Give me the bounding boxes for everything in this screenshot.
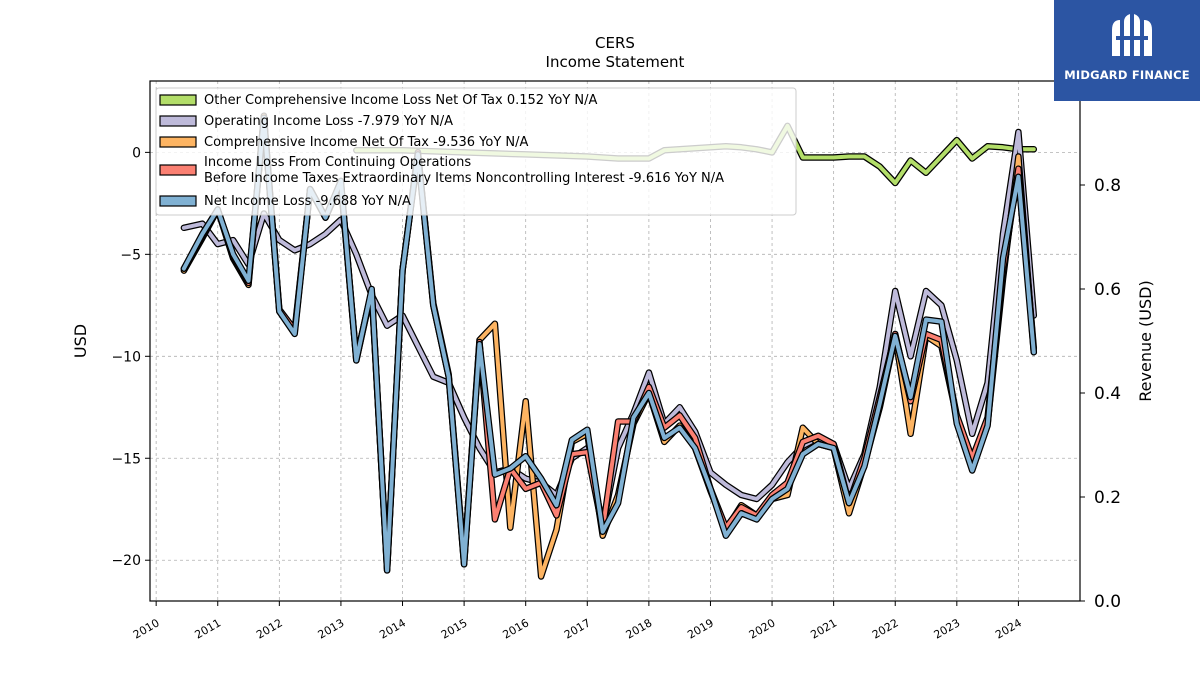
y-axis-label: USD bbox=[71, 324, 90, 358]
x-tick-label: 2015 bbox=[439, 616, 470, 641]
legend-label: Other Comprehensive Income Loss Net Of T… bbox=[204, 93, 598, 108]
x-tick-label: 2017 bbox=[562, 616, 593, 641]
y2-tick-label: 0.4 bbox=[1094, 384, 1121, 404]
x-tick-label: 2023 bbox=[932, 616, 963, 641]
y2-tick-label: 0.2 bbox=[1094, 488, 1121, 508]
y2-tick-label: 0.0 bbox=[1094, 592, 1121, 612]
x-tick-label: 2020 bbox=[747, 616, 778, 641]
legend-swatch bbox=[159, 115, 197, 127]
legend-swatch bbox=[159, 164, 197, 176]
x-tick-label: 2011 bbox=[192, 616, 223, 641]
x-tick-label: 2018 bbox=[624, 616, 655, 641]
x-tick-label: 2022 bbox=[870, 616, 901, 641]
legend-label: Net Income Loss -9.688 YoY N/A bbox=[204, 194, 411, 209]
legend-label: Income Loss From Continuing Operations Be… bbox=[204, 155, 724, 186]
x-tick-label: 2014 bbox=[377, 616, 408, 641]
legend-swatch bbox=[159, 136, 197, 148]
y2-tick-label: 0.8 bbox=[1094, 176, 1121, 196]
legend-box bbox=[155, 87, 797, 216]
y-tick-label: −5 bbox=[120, 247, 141, 263]
x-tick-label: 2024 bbox=[993, 616, 1024, 641]
x-tick-label: 2021 bbox=[808, 616, 839, 641]
y2-axis-label: Revenue (USD) bbox=[1136, 280, 1155, 401]
legend-swatch bbox=[159, 195, 197, 207]
legend: Other Comprehensive Income Loss Net Of T… bbox=[155, 87, 797, 216]
legend-swatch bbox=[159, 94, 197, 106]
plot-frame bbox=[149, 80, 1081, 602]
x-tick-label: 2010 bbox=[131, 616, 162, 641]
chart-title: CERS bbox=[595, 34, 635, 52]
x-tick-label: 2016 bbox=[500, 616, 531, 641]
logo-text: MIDGARD FINANCE bbox=[1064, 68, 1190, 82]
x-tick-label: 2019 bbox=[685, 616, 716, 641]
y-tick-label: −15 bbox=[111, 451, 141, 467]
legend-label: Operating Income Loss -7.979 YoY N/A bbox=[204, 114, 453, 129]
brand-logo: MIDGARD FINANCE bbox=[1054, 0, 1200, 101]
y-tick-label: 0 bbox=[132, 145, 141, 161]
midgard-logo-icon bbox=[1112, 14, 1152, 56]
chart-subtitle: Income Statement bbox=[546, 53, 685, 71]
x-tick-label: 2013 bbox=[316, 616, 347, 641]
y-tick-label: −20 bbox=[111, 553, 141, 569]
legend-label: Comprehensive Income Net Of Tax -9.536 Y… bbox=[204, 135, 529, 150]
y-tick-label: −10 bbox=[111, 349, 141, 365]
x-tick-label: 2012 bbox=[254, 616, 285, 641]
y2-tick-label: 0.6 bbox=[1094, 280, 1121, 300]
